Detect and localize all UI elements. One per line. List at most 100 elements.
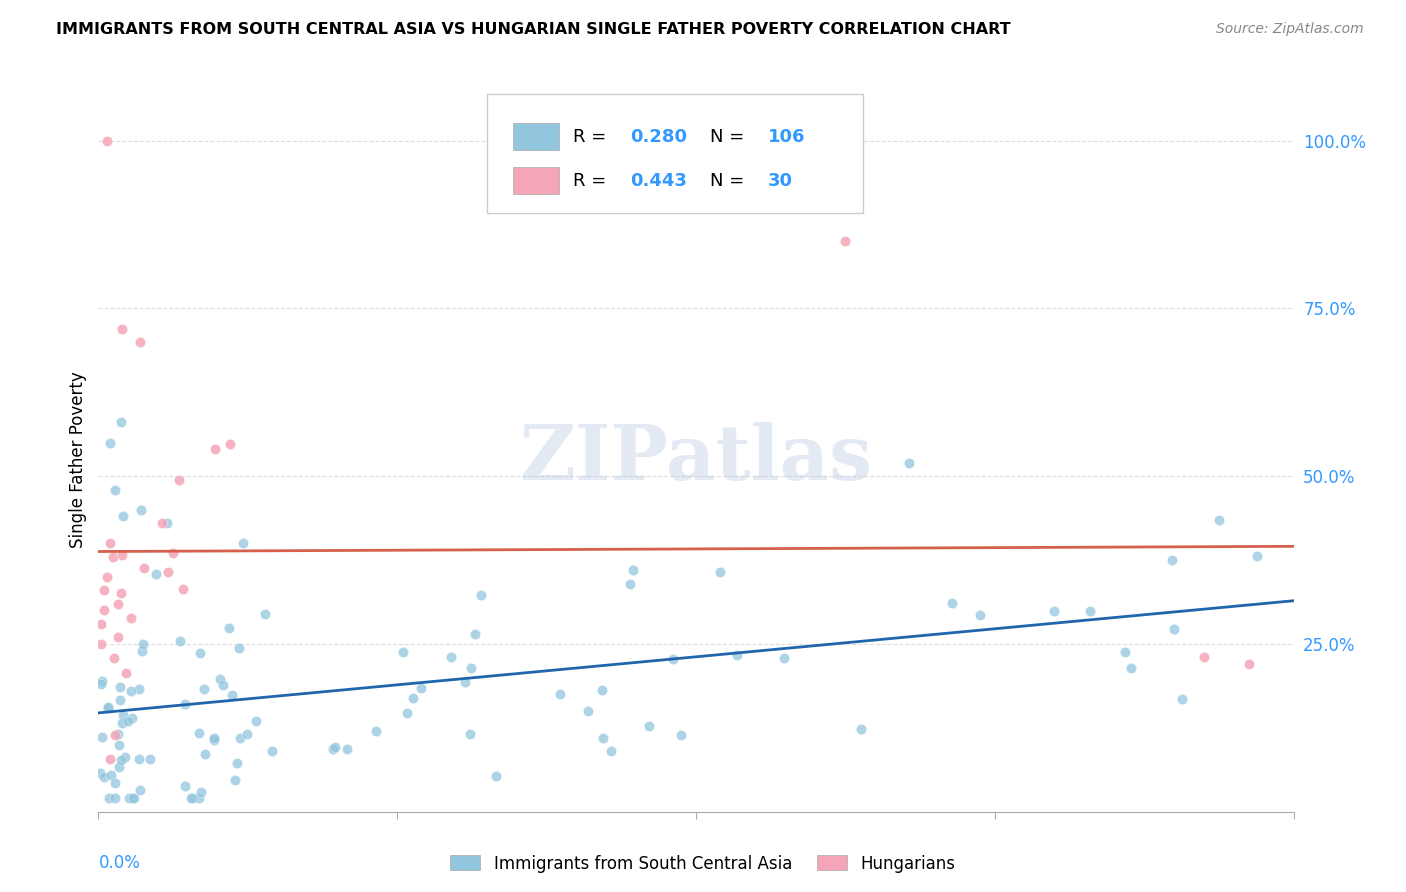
Point [470,588,492,602]
Point [90,616,112,631]
Point [139,751,162,765]
Point [1208,513,1230,527]
Point [485,769,508,783]
Point [218,437,240,451]
Text: 106: 106 [768,128,806,146]
Point [969,607,991,622]
Point [851,722,873,736]
Point [402,691,425,706]
Point [128,681,150,696]
Point [392,645,415,659]
Point [107,760,129,774]
Point [93,770,115,784]
Point [118,791,141,805]
Point [108,693,131,707]
Point [122,791,145,805]
Point [460,727,482,741]
Point [454,674,477,689]
Text: 0.280: 0.280 [630,128,688,146]
Point [90,637,112,651]
Point [97,699,120,714]
FancyBboxPatch shape [486,95,863,213]
Point [592,731,614,746]
Point [100,768,122,782]
Point [440,650,463,665]
Point [124,791,146,805]
Text: ZIPatlas: ZIPatlas [519,423,873,496]
Point [174,779,197,793]
Point [117,714,139,728]
Text: R =: R = [572,172,612,190]
Point [97,791,120,805]
Point [111,321,134,335]
Point [260,744,283,758]
Point [619,577,641,591]
Point [162,546,184,560]
Point [129,502,152,516]
Point [621,563,644,577]
Point [111,708,134,723]
Point [180,791,202,805]
Point [107,630,129,644]
Point [411,681,433,696]
Point [111,509,134,524]
Point [145,567,167,582]
Point [194,747,217,761]
Text: N =: N = [710,128,751,146]
Point [110,753,132,767]
Point [460,661,482,675]
Point [132,637,155,651]
Point [132,560,155,574]
Point [599,744,621,758]
Point [103,549,125,564]
Text: R =: R = [572,128,612,146]
Point [548,687,571,701]
Point [209,672,232,686]
Point [98,752,121,766]
Legend: Immigrants from South Central Asia, Hungarians: Immigrants from South Central Asia, Hung… [444,848,962,880]
Point [254,607,277,622]
Point [89,766,111,780]
Point [104,776,127,790]
Point [96,570,118,584]
Point [97,701,120,715]
Point [110,416,132,430]
Point [834,234,856,248]
Point [232,536,254,550]
Point [1119,661,1142,675]
Point [104,728,127,742]
Point [1246,549,1268,563]
Point [120,684,142,698]
Point [131,644,153,658]
Point [1192,650,1215,665]
Text: IMMIGRANTS FROM SOUTH CENTRAL ASIA VS HUNGARIAN SINGLE FATHER POVERTY CORRELATIO: IMMIGRANTS FROM SOUTH CENTRAL ASIA VS HU… [56,22,1011,37]
Point [725,648,748,663]
Point [110,586,132,600]
Point [129,782,152,797]
Point [114,666,136,681]
Point [1161,552,1184,566]
Point [167,473,190,487]
Point [107,727,129,741]
Text: 0.0%: 0.0% [98,854,141,872]
Point [322,741,344,756]
Text: 30: 30 [768,172,793,190]
Point [323,739,346,754]
Point [121,711,143,725]
Point [1237,657,1260,671]
Point [129,334,152,349]
Point [128,752,150,766]
Point [591,683,613,698]
Point [90,677,112,691]
Point [156,516,179,530]
Point [172,582,194,597]
FancyBboxPatch shape [513,123,558,150]
Point [364,723,387,738]
Point [336,742,359,756]
Point [190,784,212,798]
Point [576,704,599,718]
Point [1170,692,1192,706]
Point [235,726,257,740]
Text: 0.443: 0.443 [630,172,688,190]
Point [107,597,129,611]
